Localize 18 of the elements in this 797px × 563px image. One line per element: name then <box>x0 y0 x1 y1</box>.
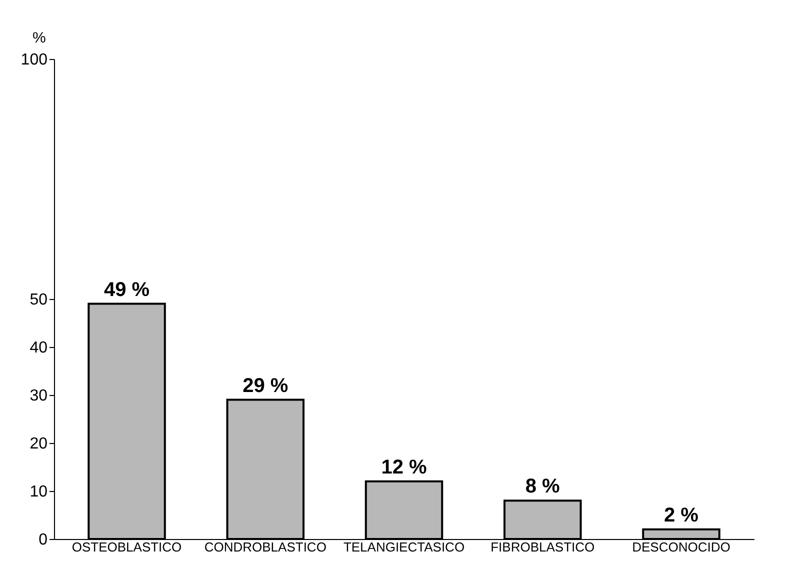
x-tick-label: TELANGIECTASICO <box>343 540 465 554</box>
x-tick-label: CONDROBLASTICO <box>204 540 326 554</box>
y-axis-title: % <box>32 30 46 46</box>
data-label: 49 % <box>104 278 150 301</box>
y-tick-label: 100 <box>20 52 48 68</box>
y-tick-label: 30 <box>30 388 48 404</box>
y-tick-label: 0 <box>38 532 48 548</box>
data-label: 8 % <box>525 476 560 498</box>
x-tick-label: FIBROBLASTICO <box>490 540 595 554</box>
x-tick-label: OSTEOBLASTICO <box>72 540 182 554</box>
y-tick-label: 20 <box>30 436 48 452</box>
data-label: 2 % <box>664 504 699 526</box>
y-tick-label: 40 <box>30 340 48 356</box>
data-label: 29 % <box>242 374 288 397</box>
data-label: 12 % <box>381 456 428 478</box>
x-tick-label: DESCONOCIDO <box>632 540 730 554</box>
y-tick-label: 10 <box>30 484 48 500</box>
y-tick-label: 50 <box>30 292 48 308</box>
